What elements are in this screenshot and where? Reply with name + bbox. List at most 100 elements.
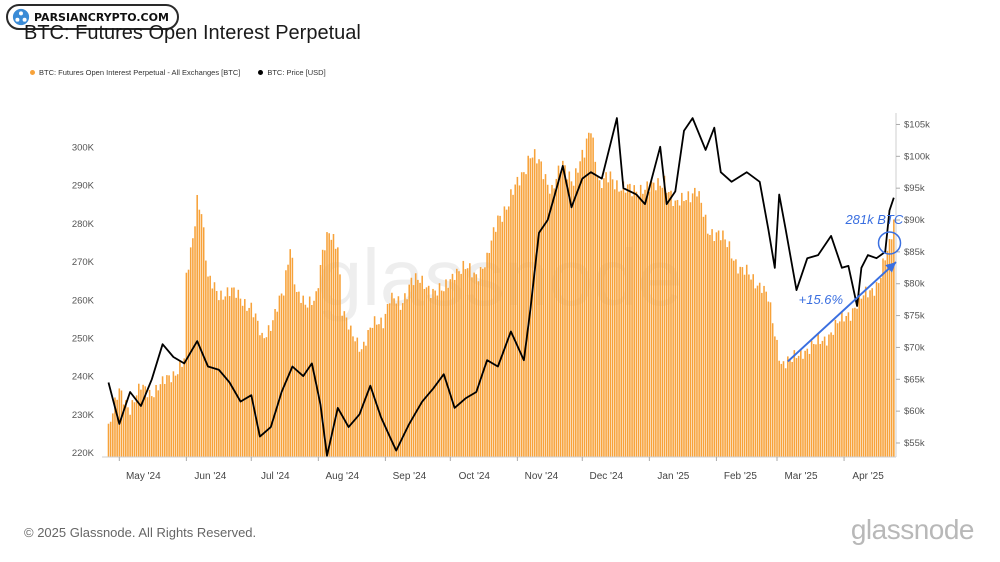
oi-bar xyxy=(648,191,651,457)
oi-bar xyxy=(352,336,354,457)
oi-bar xyxy=(668,191,670,458)
oi-bar xyxy=(375,324,378,457)
oi-bar xyxy=(233,287,235,457)
oi-bar xyxy=(702,216,705,457)
oi-bar xyxy=(412,285,415,457)
oi-bar xyxy=(583,157,586,457)
oi-bar xyxy=(272,320,274,457)
x-tick-label: Mar '25 xyxy=(784,471,817,482)
oi-bar xyxy=(694,187,696,457)
oi-bar xyxy=(484,267,486,457)
oi-bar xyxy=(709,234,711,457)
oi-bar xyxy=(304,304,307,457)
oi-bar xyxy=(458,271,460,457)
oi-bar xyxy=(440,290,443,457)
oi-bar xyxy=(109,421,112,457)
oi-bar xyxy=(769,302,772,457)
oi-bar xyxy=(817,334,819,457)
oi-bar xyxy=(235,297,237,457)
oi-bar xyxy=(646,181,648,457)
oi-bar xyxy=(391,292,393,457)
source-badge: PARSIANCRYPTO.COM xyxy=(6,4,179,30)
oi-bar xyxy=(594,161,597,457)
oi-bar xyxy=(676,199,679,457)
oi-bar xyxy=(864,286,867,457)
oi-bar xyxy=(620,190,623,457)
oi-bar xyxy=(845,315,848,457)
oi-bar xyxy=(144,386,147,457)
oi-bar xyxy=(542,179,545,457)
oi-bar xyxy=(880,277,882,457)
oi-bar xyxy=(609,171,612,458)
oi-bar xyxy=(711,229,713,457)
oi-bar xyxy=(298,291,300,457)
trend-percent-label: +15.6% xyxy=(799,292,843,307)
oi-bar xyxy=(596,176,599,457)
oi-bar xyxy=(810,340,813,457)
legend-item-oi[interactable]: BTC: Futures Open Interest Perpetual - A… xyxy=(30,68,240,77)
oi-bar xyxy=(166,375,168,457)
oi-bar xyxy=(748,274,750,457)
oi-bar xyxy=(321,249,324,457)
oi-bar xyxy=(449,279,452,457)
oi-bar xyxy=(611,179,614,457)
oi-bar xyxy=(436,295,439,457)
oi-bar xyxy=(153,397,155,457)
x-tick-label: Aug '24 xyxy=(325,471,359,482)
oi-bar xyxy=(715,232,718,457)
price-line xyxy=(107,117,895,457)
oi-bar xyxy=(581,149,584,457)
oi-bar xyxy=(765,291,767,457)
oi-bar xyxy=(244,299,246,457)
oi-bar xyxy=(834,319,837,457)
oi-bar xyxy=(752,274,754,457)
oi-bar xyxy=(282,295,285,457)
oi-bar xyxy=(228,296,231,457)
oi-bar xyxy=(618,191,620,457)
footer-brand-logo: glassnode xyxy=(850,514,975,545)
oi-bar xyxy=(825,345,828,457)
oi-bar xyxy=(150,396,153,457)
oi-bar xyxy=(168,375,170,457)
oi-bar xyxy=(838,321,841,457)
oi-bar xyxy=(163,383,166,457)
oi-bar xyxy=(479,267,482,457)
oi-bar xyxy=(293,284,296,457)
chart-annotations: +15.6% 281k BTC xyxy=(787,212,904,363)
oi-bar xyxy=(741,267,744,457)
oi-bar xyxy=(843,321,845,457)
oi-bar xyxy=(410,277,413,457)
oi-bar xyxy=(510,189,512,457)
oi-bar xyxy=(425,287,428,457)
oi-bar xyxy=(477,281,480,457)
oi-bar xyxy=(650,181,653,457)
legend-item-price[interactable]: BTC: Price [USD] xyxy=(258,68,326,77)
oi-bar xyxy=(497,215,499,457)
oi-bar xyxy=(536,163,538,458)
y-right-tick-label: $60k xyxy=(904,406,925,417)
oi-bar xyxy=(657,178,659,457)
y-left-tick-label: 280K xyxy=(72,219,95,230)
oi-bar xyxy=(585,138,588,457)
chart-axes: 220K 230K 240K 250K 260K 270K 280K 290K 300K $55k… xyxy=(72,113,930,482)
oi-bar xyxy=(778,360,780,457)
oi-bar xyxy=(417,279,419,457)
x-tick-label: May '24 xyxy=(126,471,161,482)
oi-bar xyxy=(633,185,635,458)
oi-bar xyxy=(363,341,365,457)
oi-bar xyxy=(888,238,891,457)
oi-bar xyxy=(624,192,627,457)
oi-bar xyxy=(603,178,605,457)
oi-bar xyxy=(237,289,240,457)
oi-bar xyxy=(287,264,289,457)
y-left-tick-label: 240K xyxy=(72,372,95,383)
oi-bar xyxy=(231,287,233,457)
oi-bar xyxy=(795,358,798,457)
oi-bar xyxy=(813,344,815,457)
oi-bar xyxy=(687,191,690,458)
oi-bar xyxy=(146,397,149,457)
y-right-tick-label: $55k xyxy=(904,438,925,449)
oi-bar xyxy=(492,227,495,457)
x-tick-label: Feb '25 xyxy=(724,471,757,482)
